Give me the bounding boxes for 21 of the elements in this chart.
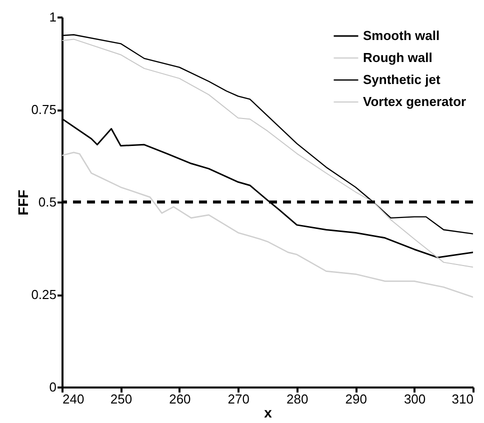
x-tick-label: 240 <box>62 392 84 406</box>
legend-label: Smooth wall <box>363 28 440 43</box>
y-axis-title: FFF <box>15 189 32 216</box>
y-tick-label: 0.75 <box>31 102 56 117</box>
x-tick-label: 300 <box>404 392 426 406</box>
x-tick-label: 270 <box>228 392 250 406</box>
x-tick-label: 310 <box>452 392 474 406</box>
y-tick-label: 0 <box>49 380 56 394</box>
y-tick-label: 0.25 <box>31 287 56 302</box>
legend-label: Rough wall <box>363 50 432 65</box>
x-tick-label: 260 <box>169 392 191 406</box>
line-series <box>62 152 473 298</box>
x-tick-label: 250 <box>110 392 132 406</box>
y-tick-label: 1 <box>49 10 56 24</box>
y-tick-label: 0.5 <box>38 194 56 210</box>
legend-label: Synthetic jet <box>363 72 441 87</box>
x-axis-title: x <box>264 404 272 420</box>
x-tick-label: 280 <box>286 392 308 406</box>
legend-label: Vortex generator <box>363 94 466 109</box>
line-series <box>62 38 473 268</box>
x-tick-label: 290 <box>345 392 367 406</box>
